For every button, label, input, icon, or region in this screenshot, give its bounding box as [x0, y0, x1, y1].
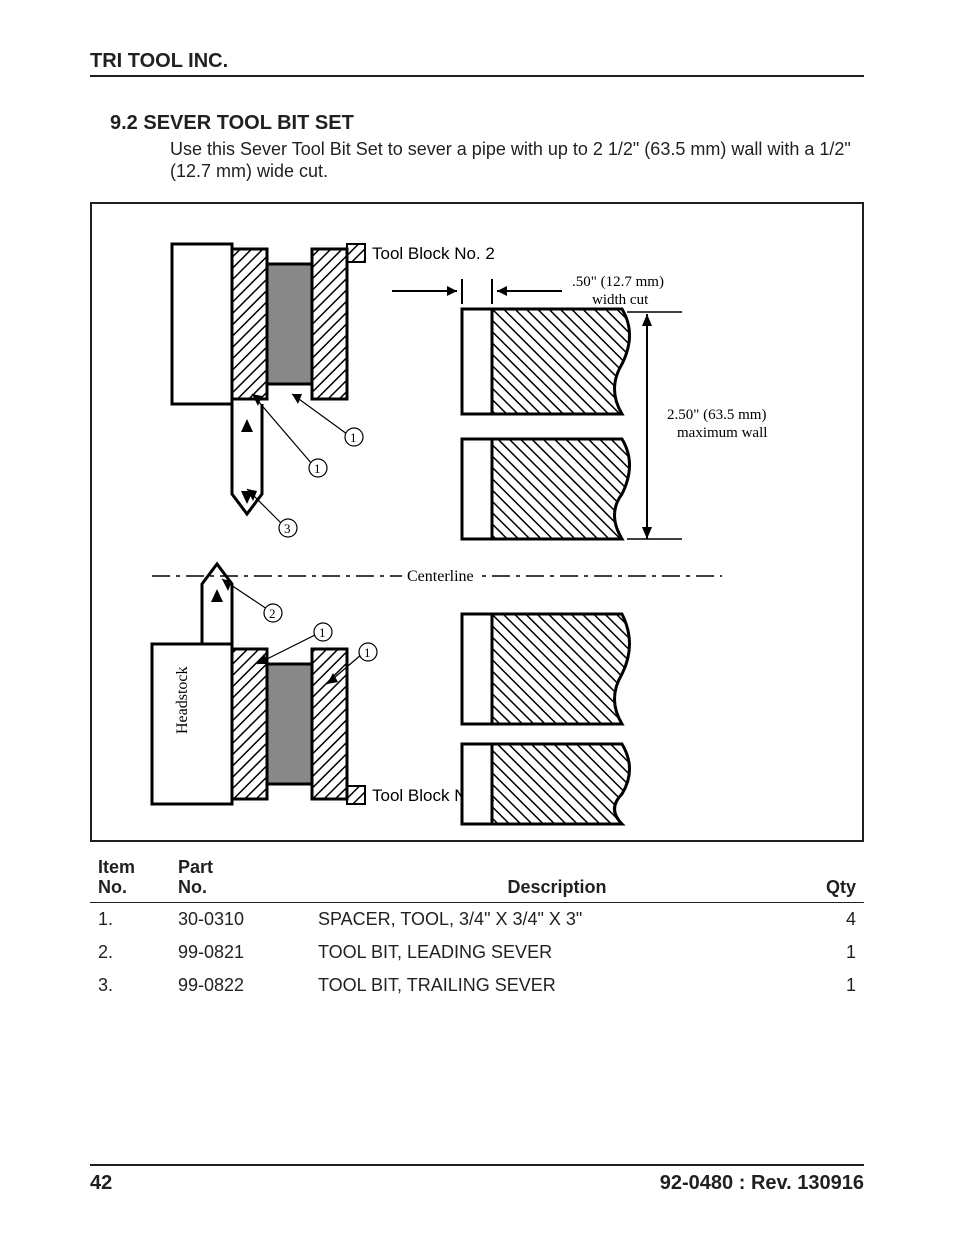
- label-max-wall-2: maximum wall: [677, 425, 767, 441]
- section-title: 9.2 SEVER TOOL BIT SET: [110, 112, 864, 135]
- section-heading: SEVER TOOL BIT SET: [143, 112, 353, 134]
- parts-table: ItemNo. PartNo. Description Qty 1. 30-03…: [90, 854, 864, 1002]
- cell-item: 2.: [90, 936, 170, 969]
- col-item: ItemNo.: [90, 854, 170, 902]
- page: TRI TOOL INC. 9.2 SEVER TOOL BIT SET Use…: [0, 0, 954, 1235]
- company-header: TRI TOOL INC.: [90, 50, 864, 77]
- dim-max-wall: 2.50" (63.5 mm) maximum wall: [627, 312, 767, 539]
- cell-qty: 4: [804, 902, 864, 936]
- rev-label: 92-0480 : Rev. 130916: [660, 1172, 864, 1195]
- callout-1a: 1: [350, 430, 357, 445]
- cell-item: 1.: [90, 902, 170, 936]
- cell-desc: TOOL BIT, TRAILING SEVER: [310, 969, 804, 1002]
- label-max-wall-1: 2.50" (63.5 mm): [667, 407, 766, 423]
- callout-1c: 1: [319, 625, 326, 640]
- cell-qty: 1: [804, 936, 864, 969]
- section-number: 9.2: [110, 112, 138, 134]
- cell-part: 99-0821: [170, 936, 310, 969]
- cell-desc: TOOL BIT, LEADING SEVER: [310, 936, 804, 969]
- cell-item: 3.: [90, 969, 170, 1002]
- label-tool-block-2: Tool Block No. 2: [372, 244, 495, 263]
- bottom-assembly: Tool Block No. 1: [152, 564, 495, 805]
- dim-width-cut: .50" (12.7 mm) width cut: [392, 274, 664, 308]
- cell-part: 99-0822: [170, 969, 310, 1002]
- figure-box: Tool Block No. 2 Tool Block No. 1 Headst…: [90, 202, 864, 842]
- callout-2: 2: [269, 606, 276, 621]
- label-width-cut-1: .50" (12.7 mm): [572, 274, 664, 290]
- table-row: 1. 30-0310 SPACER, TOOL, 3/4" X 3/4" X 3…: [90, 902, 864, 936]
- cell-desc: SPACER, TOOL, 3/4" X 3/4" X 3": [310, 902, 804, 936]
- section-description: Use this Sever Tool Bit Set to sever a p…: [170, 139, 864, 182]
- page-footer: 42 92-0480 : Rev. 130916: [90, 1164, 864, 1195]
- callout-1b: 1: [314, 461, 321, 476]
- pipe-wall: [462, 309, 630, 824]
- top-assembly: Tool Block No. 2: [172, 244, 495, 514]
- table-row: 2. 99-0821 TOOL BIT, LEADING SEVER 1: [90, 936, 864, 969]
- diagram-svg: Tool Block No. 2 Tool Block No. 1 Headst…: [92, 204, 862, 840]
- col-desc: Description: [310, 854, 804, 902]
- label-width-cut-2: width cut: [592, 292, 649, 308]
- col-qty: Qty: [804, 854, 864, 902]
- callout-1d: 1: [364, 645, 371, 660]
- page-number: 42: [90, 1172, 112, 1195]
- callout-3: 3: [284, 521, 291, 536]
- label-centerline: Centerline: [407, 568, 474, 585]
- cell-part: 30-0310: [170, 902, 310, 936]
- cell-qty: 1: [804, 969, 864, 1002]
- col-part: PartNo.: [170, 854, 310, 902]
- table-row: 3. 99-0822 TOOL BIT, TRAILING SEVER 1: [90, 969, 864, 1002]
- label-headstock: Headstock: [174, 667, 191, 735]
